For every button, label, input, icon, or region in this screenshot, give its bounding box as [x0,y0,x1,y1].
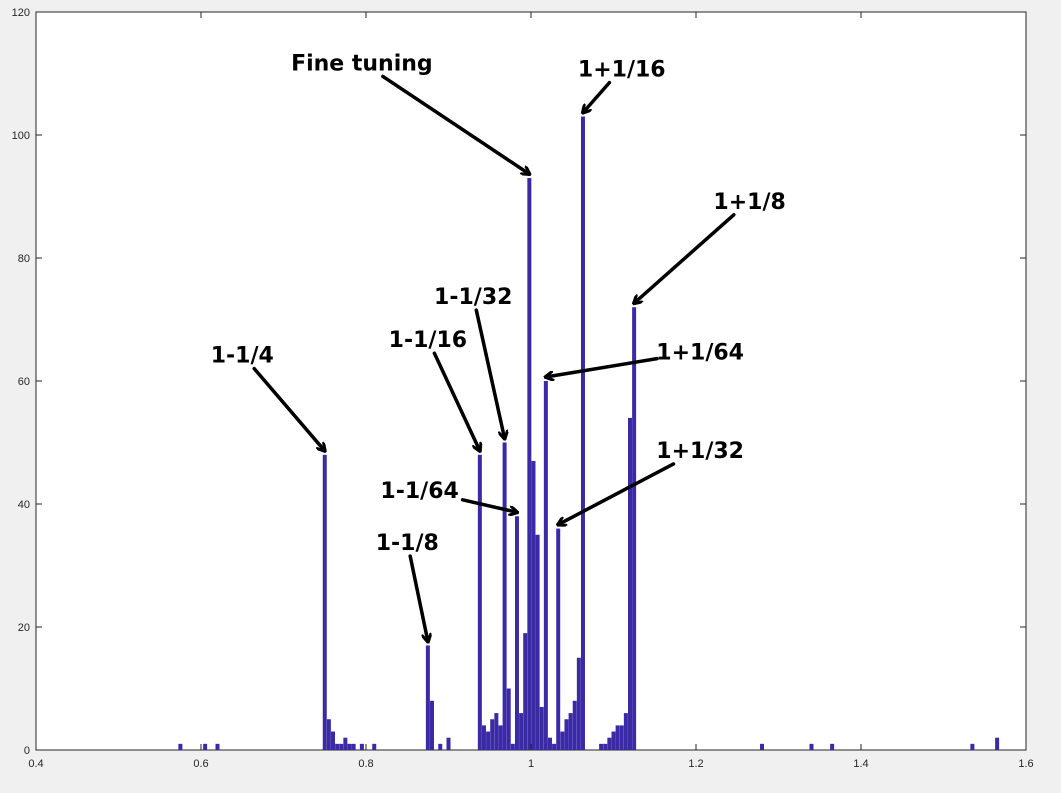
bar-6 [335,743,340,750]
bar-23 [502,442,507,750]
bar-2 [215,743,220,750]
annotation-fine-tuning: Fine tuning [291,51,433,76]
bar-29 [527,178,532,751]
y-tick-label-2: 40 [18,499,30,511]
annotation-arrow-1-1-32 [474,308,504,438]
bar-43 [599,743,604,750]
bar-series [178,116,1000,751]
annotation-arrow-1-1-64 [546,356,659,377]
y-tick-label-0: 0 [24,745,30,757]
annotation-arrow-1-1-8 [408,554,428,641]
y-tick-label-4: 80 [18,253,30,265]
x-tick-label-6: 1.6 [1018,758,1033,770]
bar-55 [970,743,975,750]
annotations: Fine tuning 1+1/16 1+1/8 1-1/32 1-1/16 1+1/64… [211,51,786,641]
bar-17 [477,454,482,750]
bar-21 [494,713,499,750]
bar-4 [326,719,331,750]
bar-41 [576,657,581,750]
bar-11 [359,743,364,750]
bar-15 [438,743,443,750]
annotation-arrow-1-1-32 [558,462,676,525]
bar-56 [995,737,1000,750]
bar-39 [568,713,573,750]
bar-50 [628,417,632,750]
bar-31 [535,534,540,750]
annotation-1-1-64: 1-1/64 [380,479,458,504]
bar-45 [607,737,612,750]
bar-22 [498,725,503,750]
annotation-1-1-32: 1-1/32 [434,285,512,310]
annotation-arrow-fine-tuning [381,74,529,174]
bar-27 [519,713,524,750]
bar-48 [619,725,624,750]
bar-26 [514,516,519,750]
bar-16 [446,737,451,750]
annotation-1-1-8: 1-1/8 [376,531,439,556]
bar-51 [632,307,637,750]
bar-9 [347,743,352,750]
x-tick-label-2: 0.8 [358,758,373,770]
annotation-1-1-8: 1+1/8 [713,190,785,215]
bar-36 [556,528,561,750]
bar-7 [339,743,344,750]
bar-37 [560,731,565,750]
bar-12 [372,743,377,750]
y-tick-label-5: 100 [12,130,30,142]
bar-42 [580,116,585,751]
annotation-arrow-1-1-8 [634,213,736,303]
bar-24 [506,688,511,750]
bar-34 [547,737,552,750]
bar-35 [552,743,557,750]
annotation-1-1-32: 1+1/32 [656,439,744,464]
annotation-arrow-1-1-16 [583,80,612,113]
bar-44 [603,743,608,750]
x-tick-label-1: 0.6 [193,758,208,770]
annotation-arrow-1-1-64 [460,498,517,513]
bar-52 [760,743,764,750]
bar-0 [178,743,183,750]
x-tick-label-3: 1 [528,758,534,770]
y-tick-label-6: 120 [12,7,30,19]
bar-32 [539,706,544,750]
bar-8 [343,737,348,750]
bar-10 [351,743,356,750]
bar-47 [615,725,620,750]
annotation-1-1-16: 1-1/16 [389,328,467,353]
bar-3 [322,454,327,750]
x-tick-label-5: 1.4 [853,758,868,770]
annotation-1-1-16: 1+1/16 [578,58,666,83]
bar-14 [430,700,434,750]
bar-38 [564,719,569,750]
annotation-1-1-4: 1-1/4 [211,344,274,369]
bar-30 [531,460,536,750]
bar-18 [481,725,486,750]
bar-5 [331,731,335,750]
x-tick-label-0: 0.4 [28,758,43,770]
bar-54 [830,743,835,750]
annotation-arrow-1-1-4 [252,366,325,451]
bar-13 [425,645,430,750]
bar-46 [611,731,616,750]
bar-40 [572,700,577,750]
bar-53 [809,743,814,750]
annotation-arrow-1-1-16 [432,351,479,451]
bar-1 [203,743,208,750]
y-tick-label-1: 20 [18,622,30,634]
annotation-1-1-64: 1+1/64 [656,340,744,365]
bar-28 [523,633,528,750]
bar-49 [623,713,628,750]
bar-19 [486,731,491,750]
axes: 0.4 0.6 0.8 1 1.2 1.4 1.6 0 20 40 60 80 100 120 [12,7,1034,770]
x-tick-label-4: 1.2 [688,758,703,770]
bar-20 [490,719,495,750]
bar-33 [543,381,548,750]
bar-25 [510,743,515,750]
y-tick-label-3: 60 [18,376,30,388]
